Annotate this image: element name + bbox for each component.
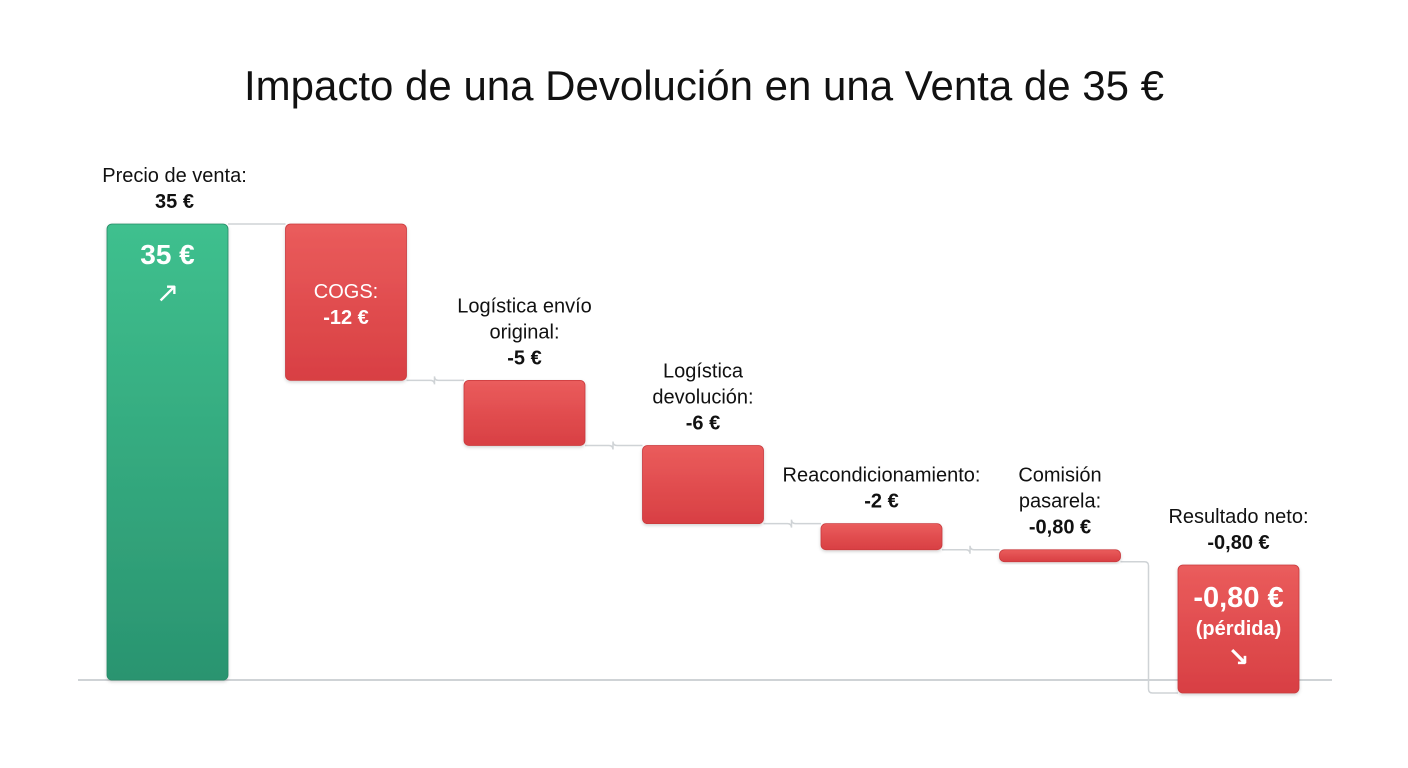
connector-line bbox=[406, 376, 464, 385]
step-label-3: Logística envío bbox=[457, 295, 592, 317]
connector-line bbox=[942, 545, 1000, 554]
step-label-6: Comisión bbox=[1018, 465, 1101, 487]
result-bar-value: -0,80 € bbox=[1193, 582, 1283, 614]
step-value-label-5: -2 € bbox=[864, 491, 898, 513]
connector-line bbox=[1120, 560, 1178, 694]
step-label-3: original: bbox=[489, 321, 559, 343]
bar-inner-value-2: -12 € bbox=[323, 307, 369, 329]
waterfall-bar-6 bbox=[999, 549, 1121, 563]
waterfall-bar-2 bbox=[285, 223, 407, 381]
waterfall-bar-4 bbox=[642, 445, 764, 525]
connector-line bbox=[763, 519, 821, 528]
step-value-label-4: -6 € bbox=[686, 412, 720, 434]
step-label-1: Precio de venta: bbox=[102, 165, 247, 187]
step-value-label-7: -0,80 € bbox=[1207, 532, 1269, 554]
step-label-6: pasarela: bbox=[1019, 491, 1101, 513]
step-value-label-1: 35 € bbox=[155, 191, 194, 213]
result-bar-note: (pérdida) bbox=[1196, 618, 1282, 640]
step-label-5: Reacondicionamiento: bbox=[783, 465, 981, 487]
start-bar-value: 35 € bbox=[140, 239, 195, 270]
arrow-up-right-icon: ↗ bbox=[156, 277, 179, 308]
step-value-label-6: -0,80 € bbox=[1029, 517, 1091, 539]
step-label-7: Resultado neto: bbox=[1168, 506, 1308, 528]
waterfall-bar-5 bbox=[820, 523, 943, 551]
bar-inner-label-2: COGS: bbox=[314, 281, 378, 303]
connector-line bbox=[585, 441, 643, 450]
waterfall-bar-7 bbox=[1177, 564, 1300, 694]
chart-title: Impacto de una Devolución en una Venta d… bbox=[243, 62, 1165, 109]
waterfall-bar-3 bbox=[463, 379, 586, 446]
arrow-down-right-icon: ↘ bbox=[1228, 642, 1250, 672]
step-value-label-3: -5 € bbox=[507, 347, 541, 369]
step-label-4: Logística bbox=[663, 360, 744, 382]
waterfall-bar-1 bbox=[106, 223, 229, 681]
step-label-4: devolución: bbox=[652, 386, 753, 408]
